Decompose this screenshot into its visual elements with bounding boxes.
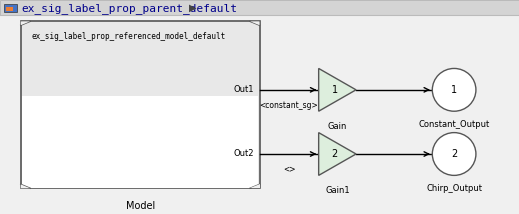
FancyBboxPatch shape	[21, 21, 260, 188]
Polygon shape	[21, 21, 30, 25]
Text: Out1: Out1	[234, 85, 254, 94]
Bar	[6, 7, 13, 11]
Text: ▶: ▶	[189, 3, 197, 13]
Text: <>: <>	[283, 165, 295, 174]
Ellipse shape	[432, 133, 476, 175]
Text: Chirp_Output: Chirp_Output	[426, 184, 482, 193]
Text: ex_sig_label_prop_referenced_model_default: ex_sig_label_prop_referenced_model_defau…	[31, 32, 225, 41]
Polygon shape	[319, 68, 356, 111]
Text: <constant_sg>: <constant_sg>	[260, 101, 319, 110]
FancyBboxPatch shape	[22, 96, 258, 188]
Text: 2: 2	[451, 149, 457, 159]
Polygon shape	[21, 184, 30, 188]
Polygon shape	[250, 184, 260, 188]
Text: Out2: Out2	[234, 150, 254, 159]
Text: Model: Model	[126, 201, 155, 211]
Text: 1: 1	[332, 85, 338, 95]
Ellipse shape	[432, 68, 476, 111]
Bar	[4, 4, 17, 12]
Text: 2: 2	[332, 149, 338, 159]
Text: Gain: Gain	[327, 122, 347, 131]
Polygon shape	[319, 133, 356, 175]
Text: Constant_Output: Constant_Output	[418, 120, 490, 129]
Text: 1: 1	[451, 85, 457, 95]
Text: Gain1: Gain1	[325, 186, 350, 195]
Polygon shape	[250, 21, 260, 25]
Text: ex_sig_label_prop_parent_default: ex_sig_label_prop_parent_default	[22, 3, 238, 13]
FancyBboxPatch shape	[0, 0, 519, 15]
